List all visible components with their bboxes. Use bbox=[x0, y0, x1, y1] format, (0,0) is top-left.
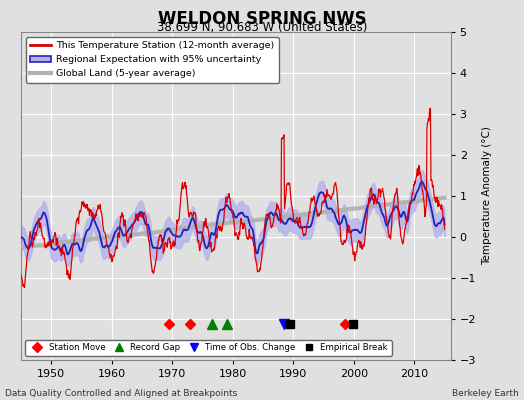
Text: 38.699 N, 90.683 W (United States): 38.699 N, 90.683 W (United States) bbox=[157, 21, 367, 34]
Text: Data Quality Controlled and Aligned at Breakpoints: Data Quality Controlled and Aligned at B… bbox=[5, 389, 237, 398]
Text: Berkeley Earth: Berkeley Earth bbox=[452, 389, 519, 398]
Y-axis label: Temperature Anomaly (°C): Temperature Anomaly (°C) bbox=[482, 126, 492, 266]
Text: WELDON SPRING NWS: WELDON SPRING NWS bbox=[158, 10, 366, 28]
Legend: Station Move, Record Gap, Time of Obs. Change, Empirical Break: Station Move, Record Gap, Time of Obs. C… bbox=[25, 340, 391, 356]
